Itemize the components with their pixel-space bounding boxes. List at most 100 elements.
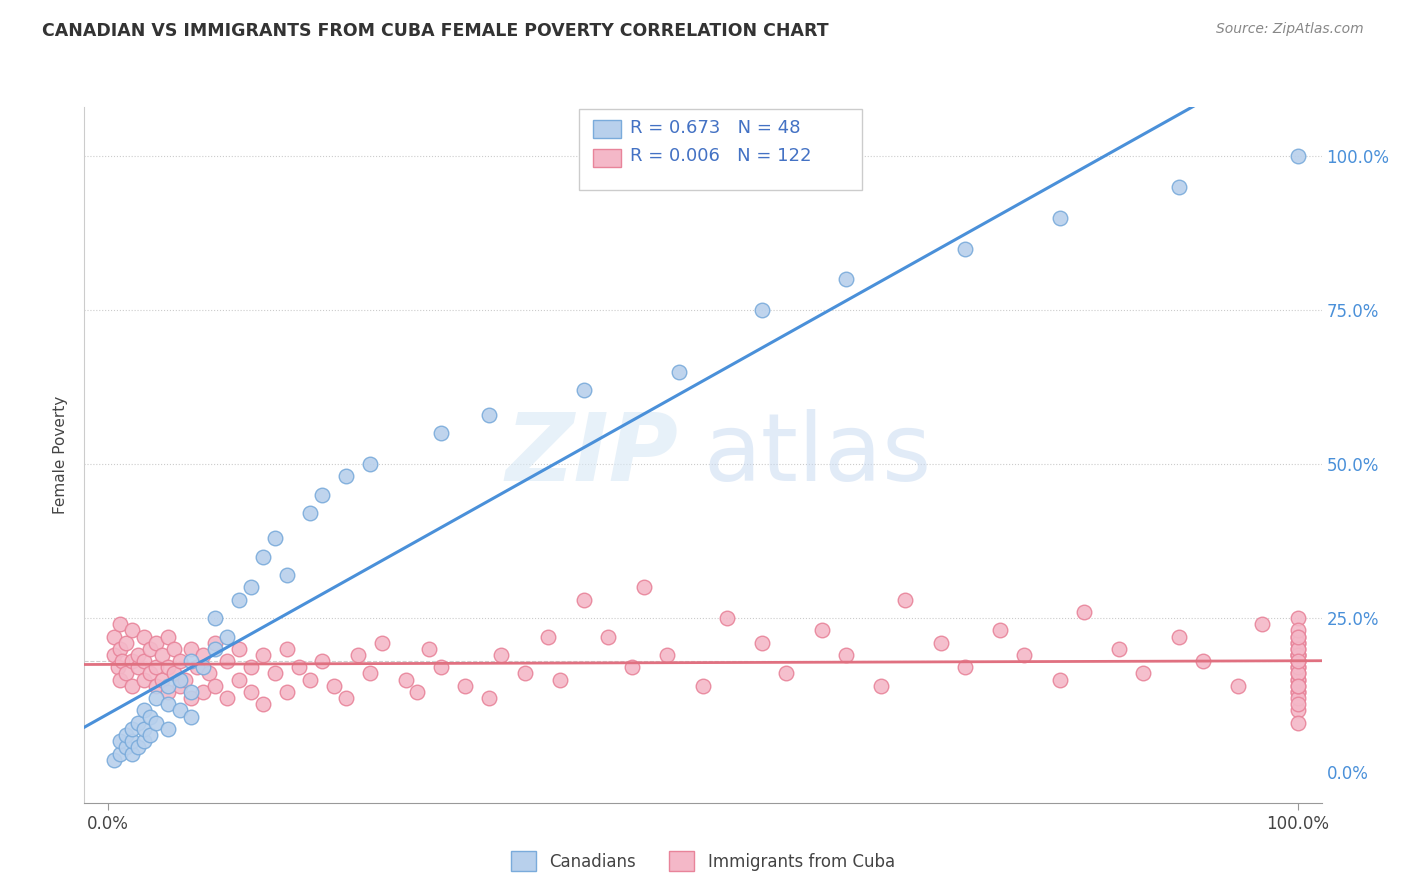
Point: [132, 703, 155, 717]
Text: CANADIAN VS IMMIGRANTS FROM CUBA FEMALE POVERTY CORRELATION CHART: CANADIAN VS IMMIGRANTS FROM CUBA FEMALE …: [42, 22, 828, 40]
Point: [513, 666, 536, 681]
Point: [193, 660, 215, 674]
Point: [121, 624, 143, 638]
Point: [1167, 180, 1189, 194]
Point: [198, 666, 221, 681]
Point: [596, 630, 619, 644]
Point: [1227, 679, 1250, 693]
Point: [929, 636, 952, 650]
Point: [1286, 679, 1309, 693]
Point: [1286, 648, 1309, 662]
Point: [323, 679, 346, 693]
Point: [263, 531, 285, 545]
Point: [1167, 630, 1189, 644]
Point: [108, 673, 131, 687]
Point: [276, 641, 298, 656]
Point: [1191, 654, 1213, 668]
Point: [1049, 211, 1071, 225]
Point: [228, 673, 250, 687]
Point: [359, 457, 381, 471]
Point: [204, 641, 226, 656]
Point: [990, 624, 1012, 638]
Point: [132, 722, 155, 736]
Point: [1286, 685, 1309, 699]
Point: [1108, 641, 1130, 656]
Point: [1286, 624, 1309, 638]
Point: [1286, 611, 1309, 625]
Point: [193, 685, 215, 699]
Point: [1286, 673, 1309, 687]
Point: [204, 636, 226, 650]
Point: [335, 469, 357, 483]
Point: [633, 580, 655, 594]
Point: [572, 592, 595, 607]
Y-axis label: Female Poverty: Female Poverty: [53, 396, 69, 514]
Point: [139, 666, 162, 681]
Point: [228, 592, 250, 607]
Point: [620, 660, 643, 674]
Text: atlas: atlas: [703, 409, 931, 501]
Point: [953, 660, 976, 674]
Point: [1286, 691, 1309, 706]
Point: [111, 654, 134, 668]
Point: [193, 648, 215, 662]
Point: [1286, 679, 1309, 693]
Text: R = 0.006   N = 122: R = 0.006 N = 122: [630, 147, 811, 165]
Point: [156, 660, 179, 674]
Point: [537, 630, 560, 644]
Point: [108, 641, 131, 656]
Point: [359, 666, 381, 681]
Point: [394, 673, 416, 687]
Point: [299, 507, 322, 521]
Point: [139, 641, 162, 656]
Point: [418, 641, 440, 656]
Point: [115, 636, 138, 650]
Text: Source: ZipAtlas.com: Source: ZipAtlas.com: [1216, 22, 1364, 37]
Point: [751, 303, 773, 318]
Point: [1286, 630, 1309, 644]
Point: [811, 624, 834, 638]
Point: [716, 611, 738, 625]
Point: [103, 753, 125, 767]
Point: [252, 648, 274, 662]
Point: [127, 740, 149, 755]
Point: [115, 728, 138, 742]
Point: [430, 660, 453, 674]
Legend: Canadians, Immigrants from Cuba: Canadians, Immigrants from Cuba: [505, 845, 901, 878]
Point: [252, 549, 274, 564]
Point: [835, 648, 858, 662]
Point: [132, 654, 155, 668]
Point: [751, 636, 773, 650]
Point: [139, 728, 162, 742]
Point: [107, 660, 129, 674]
Point: [132, 734, 155, 748]
Point: [115, 666, 138, 681]
Point: [121, 734, 143, 748]
Point: [572, 384, 595, 398]
Point: [121, 747, 143, 761]
Point: [1286, 654, 1309, 668]
Point: [287, 660, 309, 674]
Point: [127, 648, 149, 662]
Point: [1286, 666, 1309, 681]
Point: [150, 673, 173, 687]
Point: [311, 488, 333, 502]
Text: R = 0.673   N = 48: R = 0.673 N = 48: [630, 119, 800, 136]
Point: [103, 648, 125, 662]
Point: [127, 715, 149, 730]
Point: [454, 679, 477, 693]
Point: [548, 673, 571, 687]
Point: [139, 709, 162, 723]
Point: [835, 272, 858, 286]
Point: [1286, 636, 1309, 650]
Point: [217, 691, 239, 706]
Point: [156, 698, 179, 712]
Point: [1286, 660, 1309, 674]
Point: [1286, 666, 1309, 681]
Text: ZIP: ZIP: [505, 409, 678, 501]
Point: [371, 636, 394, 650]
Point: [145, 679, 167, 693]
Point: [228, 641, 250, 656]
Point: [115, 740, 138, 755]
Point: [1251, 617, 1274, 632]
